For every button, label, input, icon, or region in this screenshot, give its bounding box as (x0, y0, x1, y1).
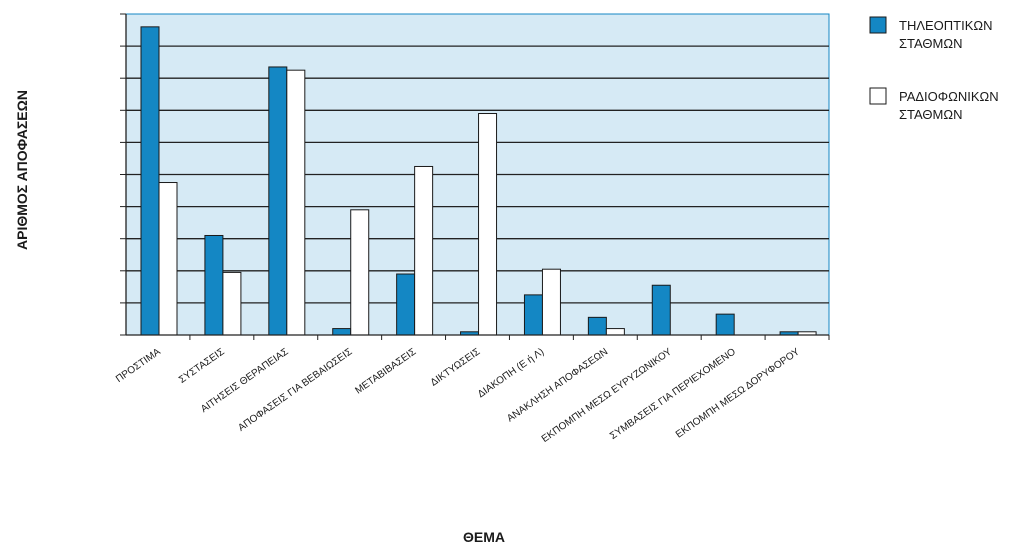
bar-series-1 (332, 328, 352, 336)
bar-series-1 (523, 294, 543, 336)
x-tick-label: ΔΙΑΚΟΠΗ (Ε ή Λ) (475, 346, 546, 401)
x-tick-label: ΣΥΜΒΑΣΕΙΣ ΓΙΑ ΠΕΡΙΕΧΟΜΕΝΟ (608, 346, 738, 442)
bar-series-2 (605, 328, 625, 336)
bar-series-1 (396, 273, 416, 336)
x-tick-label: ΠΡΟΣΤΙΜΑ (114, 346, 163, 385)
x-tick-label: ΔΙΚΤΥΩΣΕΙΣ (429, 346, 483, 388)
x-tick-label: ΕΚΠΟΜΠΗ ΜΕΣΩ ΔΟΡΥΦΟΡΟΥ (674, 346, 802, 440)
bar-series-2 (350, 209, 370, 336)
bar-series-1 (587, 316, 607, 336)
bar-series-2 (286, 69, 306, 336)
x-tick-label: ΣΥΣΤΑΣΕΙΣ (177, 346, 227, 385)
bar-series-2 (478, 113, 498, 336)
legend-swatch-series-1 (869, 16, 887, 34)
x-tick-label: ΑΠΟΦΑΣΕΙΣ ΓΙΑ ΒΕΒΑΙΩΣΕΙΣ (236, 346, 354, 433)
y-axis-title: ΑΡΙΘΜΟΣ ΑΠΟΦΑΣΕΩΝ (14, 90, 30, 250)
axes (120, 13, 830, 340)
gridlines (126, 45, 829, 304)
legend: ΤΗΛΕΟΠΤΙΚΩΝ ΣΤΑΘΜΩΝ ΡΑΔΙΟΦΩΝΙΚΩΝ ΣΤΑΘΜΩΝ (869, 16, 999, 122)
bars (140, 26, 817, 336)
legend-label: ΡΑΔΙΟΦΩΝΙΚΩΝ (899, 89, 999, 104)
bar-series-2 (158, 182, 178, 336)
x-tick-label: ΕΚΠΟΜΠΗ ΜΕΣΩ ΕΥΡΥΖΩΝΙΚΟΥ (540, 346, 674, 445)
bar-series-1 (140, 26, 160, 336)
legend-label: ΤΗΛΕΟΠΤΙΚΩΝ (899, 18, 993, 33)
bar-series-1 (204, 234, 224, 336)
bar-series-1 (715, 313, 735, 336)
bar-series-1 (651, 284, 671, 336)
bar-series-2 (541, 268, 561, 336)
bar-series-2 (414, 165, 434, 336)
bar-series-1 (268, 66, 288, 336)
x-tick-label: ΑΝΑΚΛΗΣΗ ΑΠΟΦΑΣΕΩΝ (505, 346, 610, 424)
x-tick-label: ΜΕΤΑΒΙΒΑΣΕΙΣ (353, 346, 418, 396)
bar-series-2 (222, 271, 242, 336)
x-axis-title: ΘΕΜΑ (463, 529, 505, 545)
legend-label: ΣΤΑΘΜΩΝ (899, 107, 962, 122)
legend-label: ΣΤΑΘΜΩΝ (899, 36, 962, 51)
legend-swatch-series-2 (869, 87, 887, 105)
